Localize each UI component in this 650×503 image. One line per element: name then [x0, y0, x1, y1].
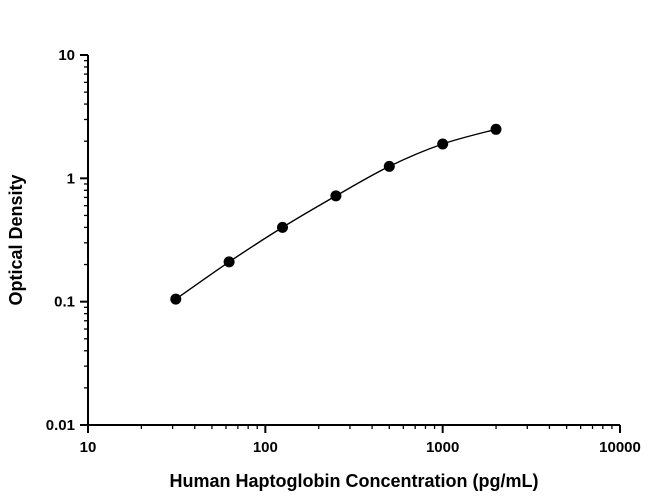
y-tick-label: 0.1 [54, 294, 75, 311]
curve-line [175, 128, 497, 300]
y-tick-label: 0.01 [46, 417, 75, 434]
x-axis-title: Human Haptoglobin Concentration (pg/mL) [170, 471, 539, 491]
y-axis-title: Optical Density [6, 174, 26, 305]
x-tick-label: 100 [253, 439, 278, 456]
data-point [170, 293, 182, 305]
axes: 10 100 1000 10000 0.01 0.1 1 10 [46, 47, 641, 456]
data-point [490, 123, 502, 135]
data-point [383, 160, 395, 172]
y-tick-label: 1 [67, 170, 75, 187]
x-tick-label: 10 [80, 439, 97, 456]
data-point [330, 190, 342, 202]
y-tick-label: 10 [58, 47, 75, 64]
x-tick-label: 1000 [426, 439, 459, 456]
data-point [277, 221, 288, 233]
data-point [223, 256, 235, 268]
curve-path [175, 128, 497, 300]
data-point [437, 138, 449, 150]
x-tick-label: 10000 [599, 439, 641, 456]
data-points [170, 123, 502, 305]
